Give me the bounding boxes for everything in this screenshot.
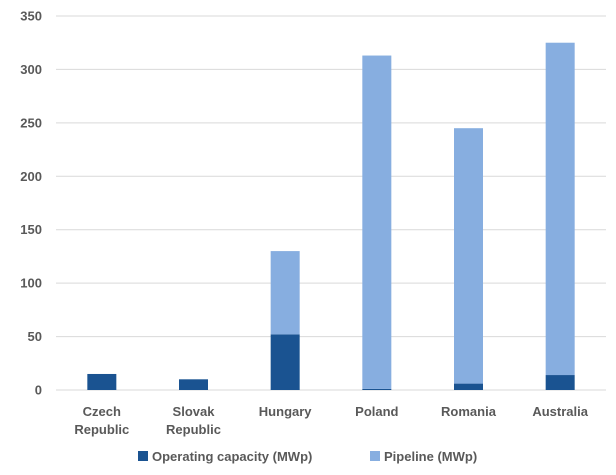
y-tick-label: 250 xyxy=(20,115,42,130)
legend-label-pipeline: Pipeline (MWp) xyxy=(384,449,477,464)
bar-pipeline-2 xyxy=(270,251,300,335)
y-tick-label: 350 xyxy=(20,9,42,24)
bar-pipeline-5 xyxy=(545,42,575,376)
bar-operating-2 xyxy=(270,334,300,390)
bar-pipeline-3 xyxy=(362,55,392,389)
y-tick-label: 200 xyxy=(20,169,42,184)
legend: Operating capacity (MWp) Pipeline (MWp) xyxy=(138,449,477,464)
x-tick-label: Poland xyxy=(355,404,398,419)
x-tick-label: Hungary xyxy=(259,404,313,419)
x-tick-label: Australia xyxy=(532,404,588,419)
bars xyxy=(87,42,575,390)
y-tick-label: 0 xyxy=(35,383,42,398)
legend-swatch-pipeline xyxy=(370,451,380,461)
bar-operating-5 xyxy=(545,375,575,390)
bar-pipeline-4 xyxy=(454,128,483,384)
x-tick-label: Romania xyxy=(441,404,497,419)
x-tick-label: Republic xyxy=(74,422,129,437)
x-tick-label: Slovak xyxy=(173,404,216,419)
y-tick-label: 100 xyxy=(20,276,42,291)
y-tick-label: 300 xyxy=(20,62,42,77)
legend-swatch-operating xyxy=(138,451,148,461)
gridlines xyxy=(56,15,606,391)
y-tick-label: 50 xyxy=(28,329,42,344)
legend-label-operating: Operating capacity (MWp) xyxy=(152,449,312,464)
bar-operating-3 xyxy=(362,388,392,390)
y-axis-tick-labels: 0 50 100 150 200 250 300 350 xyxy=(20,9,42,398)
bar-operating-1 xyxy=(179,379,208,390)
bar-operating-4 xyxy=(454,383,483,390)
x-tick-label: Czech xyxy=(83,404,121,419)
bar-operating-0 xyxy=(87,373,117,390)
y-tick-label: 150 xyxy=(20,222,42,237)
x-axis-tick-labels: Czech Republic Slovak Republic Hungary Poland… xyxy=(74,404,588,437)
x-tick-label: Republic xyxy=(166,422,221,437)
